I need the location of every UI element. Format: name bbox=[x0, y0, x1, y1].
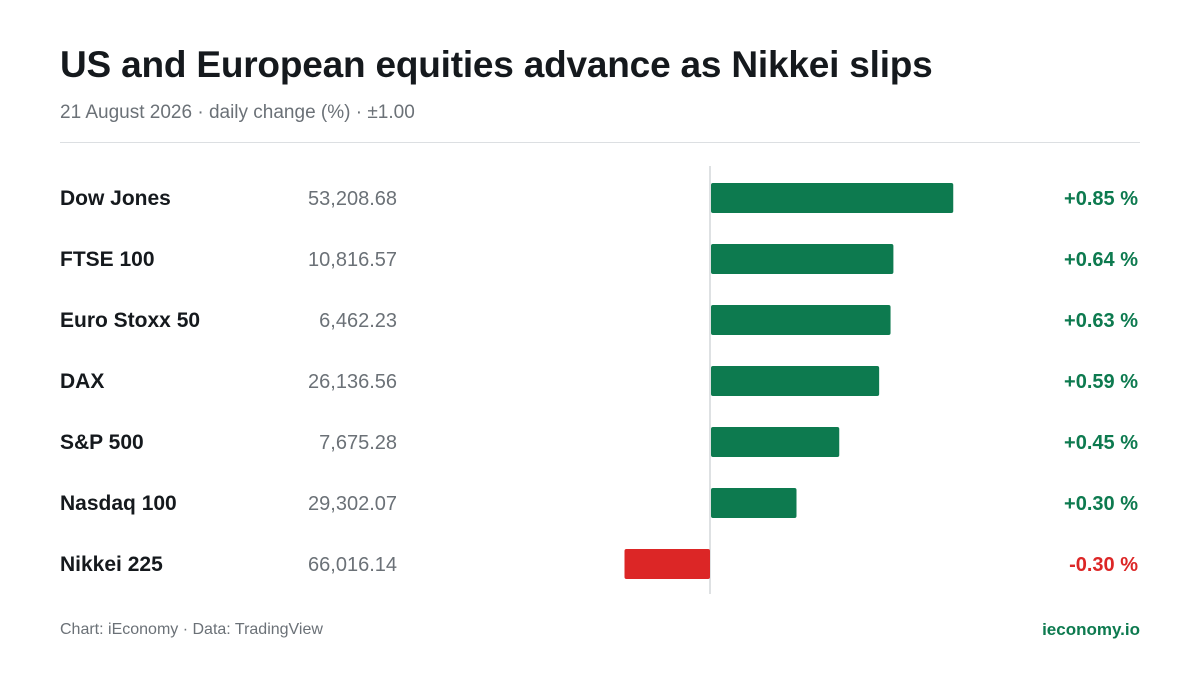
chart-title: US and European equities advance as Nikk… bbox=[60, 44, 933, 85]
index-level-label: 29,302.07 bbox=[308, 493, 397, 515]
table-row: Nasdaq 100 29,302.07 +0.30 % bbox=[60, 488, 1138, 518]
table-row: Euro Stoxx 50 6,462.23 +0.63 % bbox=[60, 305, 1138, 335]
index-level-label: 53,208.68 bbox=[308, 188, 397, 210]
table-row: FTSE 100 10,816.57 +0.64 % bbox=[60, 244, 1138, 274]
change-bar bbox=[711, 183, 954, 213]
index-level-label: 66,016.14 bbox=[308, 554, 397, 576]
index-name-label: Nasdaq 100 bbox=[60, 492, 177, 515]
change-value-label: +0.30 % bbox=[1064, 493, 1138, 515]
table-row: S&P 500 7,675.28 +0.45 % bbox=[60, 427, 1138, 457]
table-row: Dow Jones 53,208.68 +0.85 % bbox=[60, 183, 1138, 213]
index-name-label: Nikkei 225 bbox=[60, 553, 163, 576]
footer-brand-link[interactable]: ieconomy.io bbox=[1042, 620, 1140, 639]
chart-subtitle: 21 August 2026 · daily change (%) · ±1.0… bbox=[60, 102, 415, 123]
change-bar bbox=[711, 244, 894, 274]
table-row: Nikkei 225 66,016.14 -0.30 % bbox=[60, 549, 1138, 579]
change-bar bbox=[624, 549, 710, 579]
index-name-label: Euro Stoxx 50 bbox=[60, 309, 200, 332]
index-level-label: 10,816.57 bbox=[308, 249, 397, 271]
change-bar bbox=[711, 305, 891, 335]
change-value-label: +0.64 % bbox=[1064, 249, 1138, 271]
index-name-label: S&P 500 bbox=[60, 431, 144, 454]
change-bar bbox=[711, 488, 797, 518]
index-level-label: 26,136.56 bbox=[308, 371, 397, 393]
index-name-label: DAX bbox=[60, 370, 104, 393]
index-level-label: 6,462.23 bbox=[319, 310, 397, 332]
index-name-label: FTSE 100 bbox=[60, 248, 155, 271]
footer-credit: Chart: iEconomy · Data: TradingView bbox=[60, 621, 323, 638]
chart-rows: Dow Jones 53,208.68 +0.85 % FTSE 100 10,816.… bbox=[60, 183, 1138, 579]
table-row: DAX 26,136.56 +0.59 % bbox=[60, 366, 1138, 396]
change-value-label: +0.45 % bbox=[1064, 432, 1138, 454]
index-name-label: Dow Jones bbox=[60, 187, 171, 210]
change-bar bbox=[711, 427, 840, 457]
header-divider bbox=[60, 142, 1140, 143]
change-value-label: -0.30 % bbox=[1069, 554, 1138, 576]
index-level-label: 7,675.28 bbox=[319, 432, 397, 454]
change-bar bbox=[711, 366, 880, 396]
change-value-label: +0.85 % bbox=[1064, 188, 1138, 210]
change-value-label: +0.63 % bbox=[1064, 310, 1138, 332]
change-value-label: +0.59 % bbox=[1064, 371, 1138, 393]
